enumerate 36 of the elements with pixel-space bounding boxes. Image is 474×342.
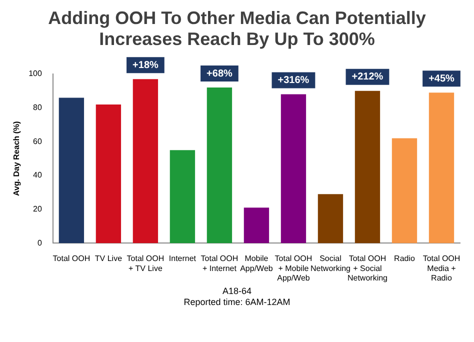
bar bbox=[392, 138, 418, 244]
annotation: +316% bbox=[278, 75, 310, 86]
y-tick-label: 20 bbox=[33, 204, 42, 214]
y-tick-label: 100 bbox=[28, 69, 42, 78]
y-axis-title: Avg. Day Reach (%) bbox=[12, 120, 22, 196]
text: A18-64 bbox=[221, 286, 253, 297]
x-tick-label: TV Live bbox=[94, 254, 123, 264]
y-tick-label: 60 bbox=[33, 136, 42, 146]
bar bbox=[428, 92, 454, 244]
x-tick-label: Radio bbox=[394, 254, 416, 264]
bar bbox=[58, 98, 84, 244]
annotation: +68% bbox=[206, 68, 232, 80]
x-tick-label: Total OOH + TV Live bbox=[126, 254, 164, 273]
annotation: +45% bbox=[428, 73, 455, 84]
bar bbox=[132, 79, 158, 244]
x-tick-label: Total OOH bbox=[52, 254, 90, 264]
x-tick-label: Total OOH + Internet bbox=[200, 254, 238, 273]
bar bbox=[354, 90, 380, 244]
y-tick-label: 0 bbox=[37, 238, 42, 248]
annotation: +18% bbox=[132, 60, 158, 71]
annotation: +212% bbox=[352, 72, 384, 83]
x-tick-label: Internet bbox=[168, 254, 197, 264]
x-tick-label: Total OOH + Mobile App/Web bbox=[274, 254, 312, 282]
bar bbox=[244, 208, 270, 244]
bar bbox=[280, 94, 306, 244]
x-tick-label: Social Networking bbox=[310, 254, 350, 273]
bar bbox=[206, 88, 232, 244]
bar bbox=[318, 194, 344, 244]
x-tick-label: Total OOH Media + Radio bbox=[422, 254, 460, 282]
y-tick-label: 80 bbox=[33, 103, 42, 112]
text: Reported time: 6AM-12AM bbox=[182, 297, 292, 308]
chart-title: Adding OOH To Other Media Can Potentially Increases Reach By Up To 300% bbox=[47, 8, 427, 50]
bar bbox=[96, 104, 122, 244]
x-tick-label: Mobile App/Web bbox=[240, 254, 274, 273]
bar bbox=[170, 150, 196, 244]
y-tick-label: 40 bbox=[33, 170, 42, 180]
